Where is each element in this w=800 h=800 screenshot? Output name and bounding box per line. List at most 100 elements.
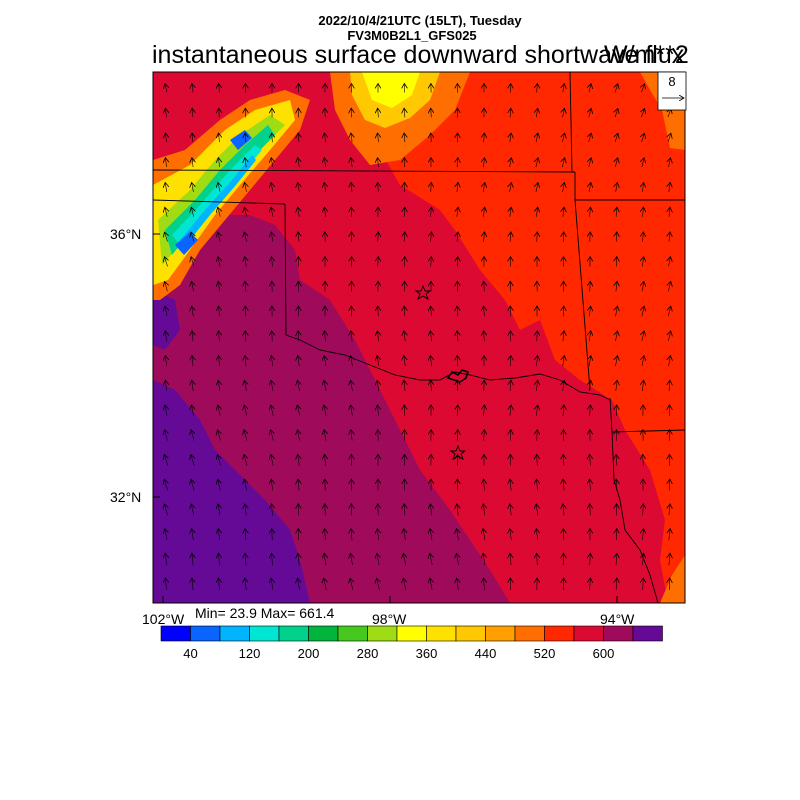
colorbar-swatch (426, 625, 457, 642)
wind-vector (589, 331, 591, 342)
wind-vector (510, 405, 511, 416)
wind-vector (696, 553, 697, 565)
wind-vector (642, 306, 644, 317)
wind-vector (166, 133, 167, 143)
colorbar-swatch (337, 625, 368, 642)
wind-vector (642, 84, 645, 93)
city-star-dallas (449, 444, 467, 461)
wind-vector (192, 331, 193, 342)
wind-vector (484, 578, 485, 591)
wind-vector (271, 356, 272, 367)
min-max-stats: Min= 23.9 Max= 661.4 (195, 605, 335, 621)
wind-vector (377, 380, 379, 391)
wind-vector (669, 504, 670, 516)
wind-vector (536, 405, 537, 416)
wind-vector (324, 356, 326, 367)
wind-vector (245, 281, 246, 292)
wind-vector (245, 578, 247, 591)
wind-vector (668, 331, 670, 342)
wind-vector (217, 455, 220, 466)
wind-vector (669, 479, 670, 491)
wind-vector (456, 553, 458, 566)
wind-vector (192, 380, 193, 392)
lon-label-94w: 94°W (600, 611, 635, 627)
wind-vector (643, 529, 644, 541)
wind-vector (324, 578, 327, 590)
wind-vector (165, 84, 167, 93)
wind-vector (562, 158, 564, 168)
wind-vector (324, 405, 326, 416)
wind-vector (165, 282, 168, 292)
wind-vector (245, 331, 246, 342)
wind-vector (616, 232, 617, 242)
wind-vector (192, 529, 194, 541)
wind-vector (668, 306, 671, 317)
wind-vector (669, 158, 671, 168)
wind-vector (404, 529, 406, 541)
wind-vector (325, 331, 326, 342)
wind-vector (324, 430, 326, 441)
wind-vector (351, 430, 352, 441)
wind-vector (696, 380, 697, 391)
wind-vector (377, 529, 378, 541)
wind-vector (404, 257, 405, 267)
wind-vector (562, 133, 564, 143)
wind-vector (218, 257, 220, 267)
map-title: instantaneous surface downward shortwave… (152, 41, 685, 69)
wind-vector (536, 207, 537, 217)
plot-frame (152, 71, 686, 604)
wind-vector (271, 232, 273, 242)
wind-vector (378, 257, 379, 267)
wind-vector (589, 306, 590, 317)
wind-vector (377, 553, 379, 566)
wind-vector (404, 133, 405, 143)
wind-vector (192, 133, 193, 143)
wind-vector (536, 380, 537, 392)
wind-vector (563, 454, 564, 466)
wind-vector (298, 232, 299, 242)
wind-vector (431, 182, 432, 193)
wind-vector (510, 158, 512, 168)
colorbar-label: 360 (416, 646, 438, 661)
wind-vector (165, 331, 166, 342)
wind-vector (430, 529, 432, 541)
wind-vector (590, 553, 591, 566)
colorbar-swatch (514, 625, 545, 642)
colorbar-label: 520 (534, 646, 556, 661)
wind-vector (457, 578, 459, 590)
wind-vector (244, 405, 247, 416)
wind-vector (643, 232, 644, 242)
header-line-2: FV3M0B2L1_GFS025 (347, 28, 477, 43)
wind-vector (643, 454, 644, 466)
wind-vector (642, 133, 645, 143)
wind-vector (695, 183, 696, 192)
wind-vector (219, 331, 220, 342)
wind-vector (615, 158, 617, 168)
wind-vector (192, 306, 194, 317)
wind-vector (404, 405, 405, 416)
wind-vector (218, 578, 219, 591)
lat-label-32n: 32°N (110, 489, 142, 505)
wind-vector (484, 331, 485, 342)
city-markers (414, 284, 467, 461)
wind-vector (298, 504, 299, 516)
wind-vector (695, 232, 697, 242)
wind-vector (616, 454, 617, 466)
wind-vector (245, 553, 246, 566)
wind-vector (695, 282, 698, 292)
wind-vector (616, 479, 617, 491)
wind-vector (324, 133, 325, 143)
wind-vector (669, 529, 670, 541)
wind-vector (695, 529, 697, 541)
wind-vector (669, 257, 671, 267)
wind-vector (510, 529, 512, 541)
wind-vector (192, 108, 193, 118)
wind-vector (589, 108, 591, 118)
wind-vector (616, 207, 617, 217)
wind-vector (377, 405, 378, 416)
wind-vector (164, 504, 167, 516)
wind-vector (378, 182, 379, 193)
colorbar-swatch (367, 625, 398, 642)
wind-vector (536, 183, 538, 192)
wind-vector (219, 84, 220, 93)
